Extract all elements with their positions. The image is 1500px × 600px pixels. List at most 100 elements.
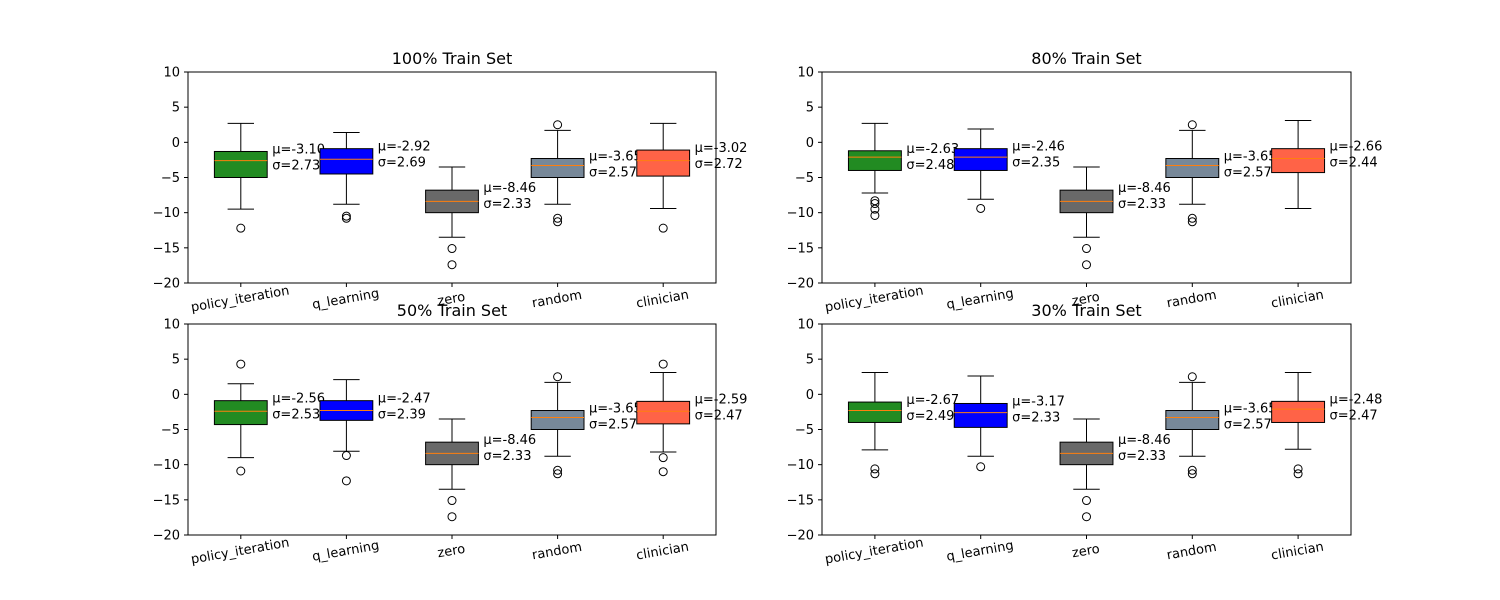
box-clinician: μ=-2.66σ=2.44 [1271,120,1382,209]
outlier-point [870,210,880,220]
axes-frame [187,323,717,536]
chart-title: 50% Train Set [397,301,507,320]
box-clinician: μ=-3.02σ=2.72 [636,122,748,233]
std-annotation: σ=2.69 [378,156,426,171]
box-zero: μ=-8.46σ=2.33 [1059,418,1171,522]
box-q_learning: μ=-2.47σ=2.39 [319,379,431,486]
outlier-point [447,496,457,506]
outlier-point [658,359,668,369]
y-tick-label: −20 [153,277,180,292]
y-tick-label: 5 [806,353,814,368]
std-annotation: σ=2.33 [1012,410,1060,425]
mean-annotation: μ=-3.65 [589,402,642,417]
mean-annotation: μ=-3.17 [1012,394,1065,409]
y-tick-label: 0 [806,388,814,403]
box-zero: μ=-8.46σ=2.33 [425,418,536,522]
mean-annotation: μ=-2.48 [1330,392,1383,407]
outlier-point [1082,260,1091,270]
mean-annotation: μ=-2.59 [695,392,748,407]
outlier-point [1293,469,1303,479]
std-annotation: σ=2.48 [906,158,954,173]
std-annotation: σ=2.33 [1118,449,1166,464]
std-annotation: σ=2.35 [1012,156,1060,171]
chart-title: 80% Train Set [1031,49,1141,68]
box-policy_iteration: μ=-2.67σ=2.49 [847,372,959,479]
axes-frame [187,71,717,284]
y-tick-label: −15 [787,493,814,508]
y-tick-label: 5 [806,101,814,116]
mean-annotation: μ=-2.46 [1012,140,1065,155]
outlier-point [1187,213,1197,223]
mean-annotation: μ=-3.02 [695,141,748,156]
box-iqr [213,400,268,426]
y-tick-label: 0 [172,136,180,151]
x-tick-label: zero [1071,542,1101,562]
y-tick-label: 5 [172,353,180,368]
y-tick-label: −5 [161,423,180,438]
axes-frame [821,71,1352,284]
outlier-point [553,217,563,227]
box-policy_iteration: μ=-2.56σ=2.53 [213,359,325,476]
box-random: μ=-3.65σ=2.57 [1165,372,1277,479]
std-annotation: σ=2.57 [589,418,637,433]
std-annotation: σ=2.73 [272,158,320,173]
box-iqr [953,402,1008,428]
outlier-point [1187,372,1197,382]
box-zero: μ=-8.46σ=2.33 [1059,166,1171,270]
axes-frame [821,323,1352,536]
box-q_learning: μ=-3.17σ=2.33 [953,375,1065,472]
outlier-point [553,213,563,223]
mean-annotation: μ=-2.92 [378,140,431,155]
mean-annotation: μ=-3.65 [589,150,642,165]
outlier-point [658,453,668,463]
box-iqr [847,401,902,423]
box-policy_iteration: μ=-2.63σ=2.48 [847,122,959,220]
std-annotation: σ=2.49 [906,409,954,424]
std-annotation: σ=2.44 [1330,156,1378,171]
y-tick-label: −10 [153,458,180,473]
std-annotation: σ=2.72 [695,157,743,172]
std-annotation: σ=2.53 [272,408,320,423]
outlier-point [553,465,563,475]
box-random: μ=-3.65σ=2.57 [1165,120,1277,227]
chart-title: 100% Train Set [392,49,513,68]
outlier-point [870,469,880,479]
box-iqr [1165,410,1220,431]
outlier-point [447,244,457,254]
y-tick-label: −5 [795,423,814,438]
box-iqr [1165,158,1220,178]
box-zero: μ=-8.46σ=2.33 [425,166,536,270]
std-annotation: σ=2.57 [589,166,637,181]
outlier-point [447,512,457,522]
mean-annotation: μ=-8.46 [483,181,536,196]
y-tick-label: −15 [153,241,180,256]
box-clinician: μ=-2.48σ=2.47 [1271,372,1383,479]
outlier-point [1187,120,1197,130]
box-iqr [319,148,374,175]
y-tick-label: −20 [153,529,180,544]
outlier-point [870,204,880,214]
mean-annotation: μ=-2.56 [272,392,325,407]
outlier-point [1187,469,1197,479]
box-iqr [953,148,1008,171]
box-iqr [530,158,585,178]
mean-annotation: μ=-3.65 [1224,150,1277,165]
outlier-point [236,466,246,476]
box-iqr [1271,148,1326,174]
y-tick-label: −5 [161,171,180,186]
box-iqr [530,410,585,431]
outlier-point [1082,496,1091,506]
outlier-point [658,467,668,477]
box-policy_iteration: μ=-3.10σ=2.73 [213,122,325,233]
outlier-point [553,120,563,130]
mean-annotation: μ=-2.67 [906,393,959,408]
std-annotation: σ=2.39 [378,408,426,423]
y-tick-label: 0 [172,388,180,403]
mean-annotation: μ=-8.46 [1118,181,1171,196]
std-annotation: σ=2.47 [695,408,743,423]
outlier-point [658,223,668,233]
box-iqr [1271,400,1326,423]
y-tick-label: −10 [153,206,180,221]
y-tick-label: −5 [795,171,814,186]
